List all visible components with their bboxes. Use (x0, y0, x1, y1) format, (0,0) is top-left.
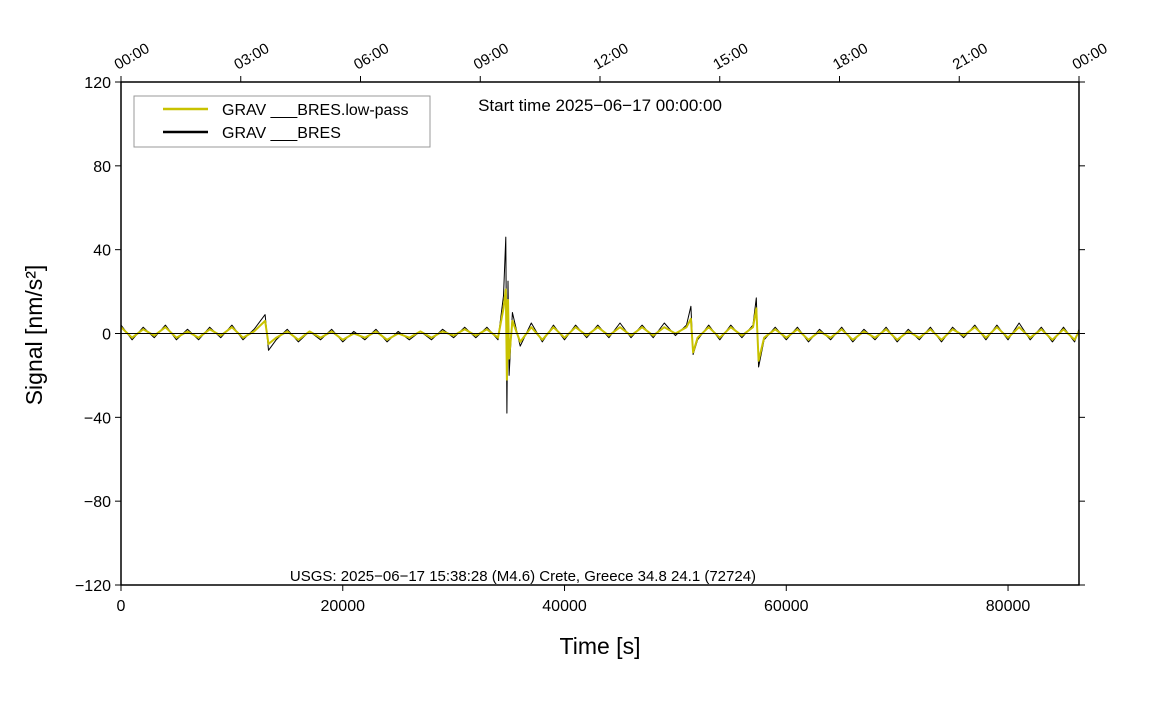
x-tick-label: 60000 (764, 598, 809, 615)
top-x-tick-label: 09:00 (471, 40, 512, 73)
x-tick-label: 0 (117, 598, 126, 615)
legend-label: GRAV ___BRES (222, 125, 341, 142)
series-line (120, 236, 1080, 414)
top-x-tick-label: 15:00 (710, 40, 751, 73)
series-line (120, 288, 1080, 381)
y-tick-label: 40 (93, 243, 111, 260)
y-axis-label: Signal [nm/s²] (21, 265, 47, 406)
top-x-tick-label: 21:00 (950, 40, 991, 73)
legend-label: GRAV ___BRES.low-pass (222, 102, 408, 119)
top-x-tick-label: 00:00 (112, 40, 153, 73)
annotation: Start time 2025−06−17 00:00:00 (478, 96, 722, 115)
y-tick-label: 0 (102, 327, 111, 344)
x-tick-label: 80000 (986, 598, 1031, 615)
annotation: USGS: 2025−06−17 15:38:28 (M4.6) Crete, … (290, 568, 756, 585)
top-x-tick-label: 00:00 (1070, 40, 1111, 73)
legend-box (133, 95, 431, 148)
y-tick-label: 120 (84, 75, 111, 92)
top-x-tick-label: 03:00 (231, 40, 272, 73)
top-x-tick-label: 18:00 (830, 40, 871, 73)
y-tick-label: −80 (84, 494, 111, 511)
x-axis-label: Time [s] (560, 633, 641, 659)
y-tick-label: −40 (84, 410, 111, 427)
top-x-tick-label: 12:00 (591, 40, 632, 73)
y-tick-label: 80 (93, 159, 111, 176)
top-x-tick-label: 06:00 (351, 40, 392, 73)
x-tick-label: 20000 (321, 598, 366, 615)
y-tick-label: −120 (75, 578, 111, 595)
x-tick-label: 40000 (542, 598, 587, 615)
